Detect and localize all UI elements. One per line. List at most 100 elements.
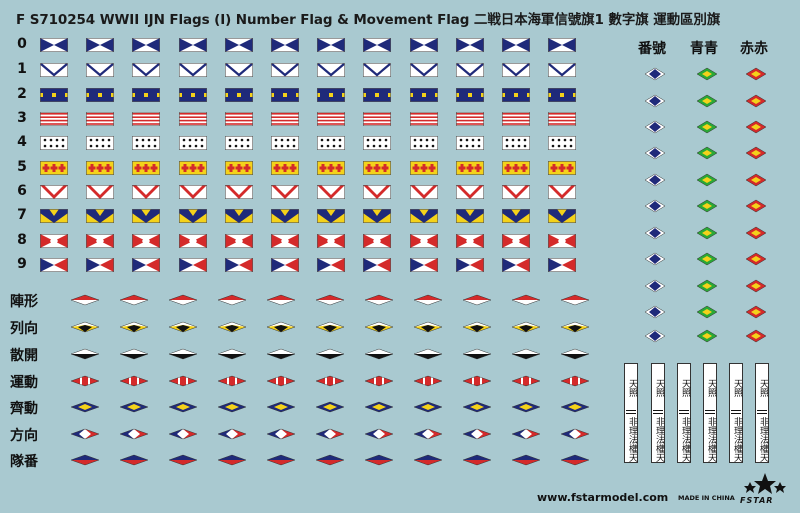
strip-text-top: 天照 [654,379,664,397]
movement-flag-1 [315,294,345,306]
pennant-flag-aoao [696,67,718,81]
number-flag-7 [409,209,438,223]
number-flag-5 [224,161,253,175]
number-flag-0 [502,38,530,52]
movement-flag-6 [119,428,149,440]
number-flag-4 [271,136,299,150]
strip-text-top: 天照 [627,379,637,397]
number-flag-4 [224,136,253,150]
number-flag-5 [409,161,438,175]
strip-divider [731,413,741,414]
number-flag-0 [271,38,299,52]
number-flag-5 [271,161,299,175]
made-in-label: MADE IN CHINA [678,494,735,502]
number-flag-6 [363,185,392,199]
number-flag-3 [548,112,577,126]
strip-divider [626,413,636,414]
number-flag-9 [86,258,115,272]
pennant-flag-akaaka [745,305,767,319]
number-row-label-1: 1 [17,61,27,77]
number-row-label-9: 9 [17,256,27,272]
movement-flag-2 [266,321,296,333]
number-flag-4 [132,136,161,150]
number-flag-5 [86,161,115,175]
number-flag-1 [40,63,68,77]
number-flag-2 [409,88,438,102]
pennant-flag-akaaka [745,199,767,213]
movement-flag-5 [364,401,394,413]
pennant-flag-akaaka [745,173,767,187]
number-flag-5 [317,161,346,175]
number-flag-8 [86,234,115,248]
number-flag-7 [40,209,68,223]
pennant-flag-aoao [696,94,718,108]
pennant-flag-aoao [696,305,718,319]
movement-flag-6 [511,428,541,440]
movement-flag-6 [560,428,590,440]
strip-text-bottom: 非理法權天 [627,416,637,462]
number-flag-7 [317,209,346,223]
text-strip-4: 天照 非理法權天 [703,363,717,463]
strip-divider [626,410,636,411]
pennant-flag-aoao [696,120,718,134]
number-flag-2 [455,88,484,102]
number-flag-4 [86,136,115,150]
pennant-flag-aoao [696,173,718,187]
number-flag-4 [455,136,484,150]
movement-flag-1 [266,294,296,306]
number-flag-7 [363,209,392,223]
pennant-flag-akaaka [745,226,767,240]
number-flag-8 [502,234,530,248]
movement-flag-6 [413,428,443,440]
number-flag-9 [40,258,68,272]
movement-flag-3 [364,348,394,360]
strip-text-top: 天照 [758,379,768,397]
text-strip-2: 天照 非理法權天 [651,363,665,463]
number-flag-6 [502,185,530,199]
strip-text-bottom: 非理法權天 [758,416,768,462]
number-flag-6 [548,185,577,199]
number-flag-9 [502,258,530,272]
movement-flag-3 [560,348,590,360]
movement-row-label-4: 運動 [10,375,38,391]
strip-divider [679,413,689,414]
number-flag-7 [271,209,299,223]
number-flag-5 [548,161,577,175]
star-logo-icon [744,473,786,494]
strip-divider [653,410,663,411]
movement-flag-1 [217,294,247,306]
number-flag-9 [548,258,577,272]
movement-flag-7 [119,454,149,466]
movement-flag-2 [462,321,492,333]
number-row-label-2: 2 [17,86,27,102]
movement-flag-5 [266,401,296,413]
text-strip-1: 天照 非理法權天 [624,363,638,463]
movement-flag-5 [315,401,345,413]
movement-flag-1 [560,294,590,306]
column-header-akaaka: 赤赤 [740,41,768,57]
number-flag-6 [317,185,346,199]
movement-flag-4 [560,375,590,387]
number-flag-3 [224,112,253,126]
number-flag-7 [178,209,207,223]
number-flag-9 [317,258,346,272]
number-flag-5 [455,161,484,175]
number-flag-9 [455,258,484,272]
number-flag-4 [502,136,530,150]
pennant-flag-akaaka [745,279,767,293]
movement-flag-4 [462,375,492,387]
strip-text-top: 天照 [680,379,690,397]
strip-text-bottom: 非理法權天 [706,416,716,462]
number-flag-8 [455,234,484,248]
number-flag-4 [317,136,346,150]
number-flag-5 [502,161,530,175]
number-flag-6 [455,185,484,199]
number-flag-5 [178,161,207,175]
number-flag-0 [86,38,115,52]
number-flag-4 [178,136,207,150]
pennant-flag-aoao [696,199,718,213]
number-flag-7 [86,209,115,223]
movement-flag-3 [217,348,247,360]
number-flag-1 [132,63,161,77]
